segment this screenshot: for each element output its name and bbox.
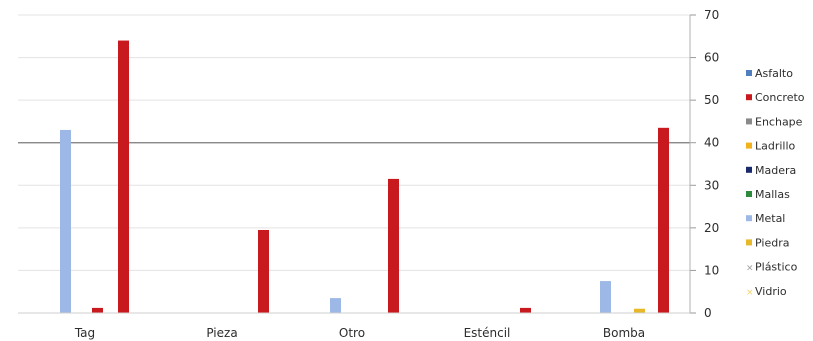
gridlines [18, 14, 690, 314]
x-tick-label: Tag [74, 326, 95, 340]
bar-metal-tag [60, 129, 71, 313]
bar-concreto-tag [92, 307, 103, 313]
legend: Asfalto Concreto Enchape Ladrillo Madera Mall… [746, 67, 805, 298]
x-axis-labels: Tag Pieza Otro Esténcil Bomba [74, 326, 645, 340]
legend-label: Asfalto [755, 67, 793, 80]
y-tick-label: 0 [704, 306, 712, 320]
y-tick-label: 70 [704, 8, 719, 22]
legend-label: Ladrillo [755, 140, 796, 153]
y-tick-label: 10 [704, 263, 719, 277]
legend-label: Mallas [755, 188, 790, 201]
legend-swatch [746, 70, 752, 76]
legend-label: Vidrio [755, 285, 787, 298]
x-tick-label: Esténcil [464, 326, 511, 340]
y-tick-label: 60 [704, 51, 719, 65]
x-tick-label: Otro [339, 326, 365, 340]
bar-metal-otro [330, 298, 341, 313]
y-tick-label: 20 [704, 221, 719, 235]
legend-swatch [746, 142, 752, 149]
legend-label: Enchape [755, 115, 803, 128]
legend-marker-x-icon: × [746, 288, 754, 298]
legend-label: Plástico [755, 261, 798, 274]
x-tick-label: Pieza [206, 326, 237, 340]
bar-concreto-otro [388, 178, 399, 313]
legend-swatch [746, 166, 752, 173]
bar-metal-bomba [600, 281, 611, 313]
legend-swatch [746, 118, 752, 125]
bar-piedra-bomba [634, 308, 645, 313]
bar-concreto-bomba [658, 127, 669, 313]
legend-swatch [746, 239, 752, 246]
y-tick-label: 30 [704, 178, 719, 192]
legend-swatch [746, 94, 752, 101]
bar-concreto-est-ncil [520, 307, 531, 313]
legend-label: Metal [755, 212, 785, 225]
legend-label: Concreto [755, 91, 805, 104]
bar-concreto-tag [118, 40, 129, 314]
bars [60, 40, 669, 314]
legend-marker-x-icon: × [746, 264, 754, 274]
legend-label: Madera [755, 164, 796, 177]
legend-swatch [746, 215, 752, 222]
y-tick-label: 40 [704, 136, 719, 150]
bar-concreto-pieza [258, 229, 269, 313]
y-tick-label: 50 [704, 93, 719, 107]
y-axis: 0 10 20 30 40 50 60 70 [18, 8, 719, 320]
legend-label: Piedra [755, 236, 789, 249]
legend-swatch [746, 191, 752, 197]
x-tick-label: Bomba [603, 326, 645, 340]
